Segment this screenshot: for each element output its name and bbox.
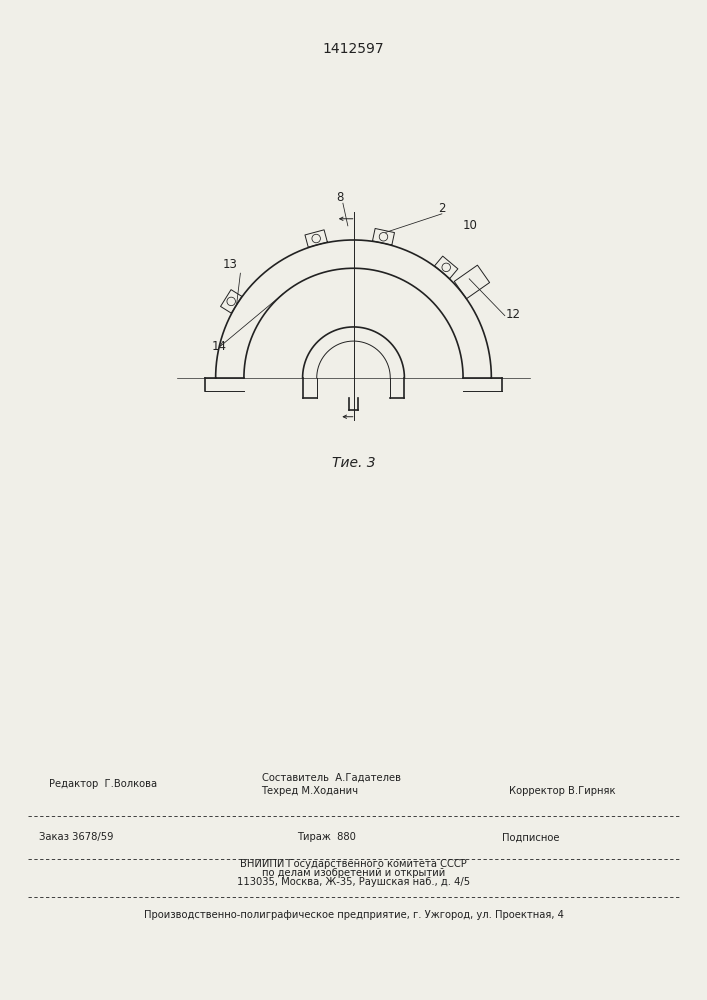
Text: 13: 13 <box>222 258 238 271</box>
Text: по делам изобретений и открытий: по делам изобретений и открытий <box>262 868 445 878</box>
Text: Подписное: Подписное <box>502 832 559 842</box>
Text: 8: 8 <box>336 191 343 204</box>
Text: 1412597: 1412597 <box>322 42 385 56</box>
Text: Заказ 3678/59: Заказ 3678/59 <box>39 832 113 842</box>
Text: Тираж  880: Тираж 880 <box>297 832 356 842</box>
Text: ВНИИПИ Государственного комитета СССР: ВНИИПИ Государственного комитета СССР <box>240 859 467 869</box>
Text: 14: 14 <box>212 340 227 353</box>
Text: Корректор В.Гирняк: Корректор В.Гирняк <box>509 786 616 796</box>
Text: 12: 12 <box>506 308 520 321</box>
Text: 10: 10 <box>463 219 478 232</box>
Text: Составитель  А.Гадателев: Составитель А.Гадателев <box>262 772 401 782</box>
Text: 2: 2 <box>438 202 446 215</box>
Text: 113035, Москва, Ж-35, Раушская наб., д. 4/5: 113035, Москва, Ж-35, Раушская наб., д. … <box>237 877 470 887</box>
Text: Техред М.Хoданич: Техред М.Хoданич <box>262 786 358 796</box>
Text: Производственно-полиграфическое предприятие, г. Ужгород, ул. Проектная, 4: Производственно-полиграфическое предприя… <box>144 910 563 920</box>
Text: Τие. 3: Τие. 3 <box>332 456 375 470</box>
Text: Редактор  Г.Волкова: Редактор Г.Волкова <box>49 779 158 789</box>
